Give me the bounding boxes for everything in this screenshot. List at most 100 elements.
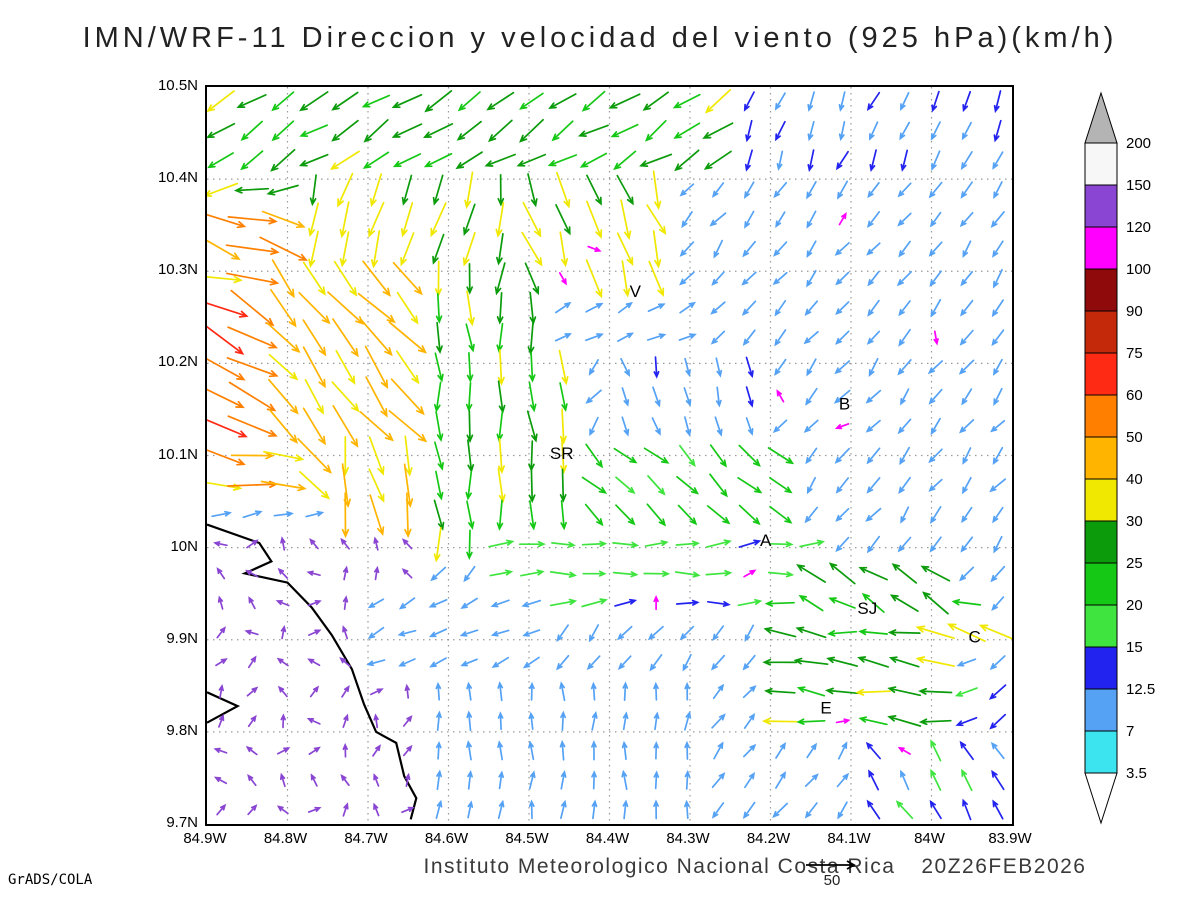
wind-arrow [341, 685, 350, 698]
wind-arrow [675, 599, 700, 606]
wind-arrow [959, 329, 974, 346]
wind-arrow [436, 321, 443, 355]
wind-arrow [559, 468, 567, 503]
wind-arrow [308, 202, 320, 238]
wind-arrow [520, 569, 545, 577]
wind-arrow [585, 302, 604, 313]
wind-arrow [339, 657, 351, 668]
wind-arrow [704, 89, 732, 114]
wind-arrow [522, 201, 542, 238]
wind-arrow [684, 416, 692, 437]
x-axis-tick-label: 84.5W [505, 830, 549, 847]
wind-arrow [527, 320, 535, 356]
wind-arrow [610, 123, 639, 138]
wind-arrow [899, 121, 911, 141]
wind-arrow [370, 688, 384, 696]
wind-arrow [247, 804, 258, 816]
wind-arrow [466, 681, 473, 701]
wind-arrow [713, 741, 724, 760]
wind-arrow [928, 388, 943, 405]
wind-arrow [806, 210, 817, 229]
wind-arrow [560, 499, 567, 531]
wind-arrow [559, 231, 569, 268]
wind-arrow [395, 350, 420, 385]
wind-arrow [497, 681, 504, 702]
wind-arrow [826, 630, 858, 637]
wind-arrow [489, 569, 514, 577]
wind-arrow [529, 291, 537, 326]
wind-arrow [705, 569, 733, 577]
y-axis-tick-label: 10.5N [157, 77, 198, 94]
wind-arrow [621, 740, 628, 760]
wind-arrow [302, 407, 326, 446]
wind-arrow [900, 506, 910, 524]
wind-arrow [308, 746, 321, 755]
wind-arrow [622, 711, 629, 731]
wind-arrow [743, 91, 755, 112]
wind-arrow [615, 504, 636, 526]
wind-arrow [559, 739, 566, 761]
wind-arrow [929, 506, 942, 524]
wind-arrow [401, 538, 413, 550]
wind-arrow [494, 262, 506, 296]
wind-arrow [891, 563, 918, 584]
wind-arrow [956, 658, 977, 667]
wind-arrow [302, 319, 327, 357]
wind-vectors [207, 89, 1012, 821]
wind-arrow [896, 270, 913, 287]
wind-arrow [397, 629, 417, 637]
wind-arrow [900, 92, 910, 112]
wind-arrow [430, 566, 447, 582]
wind-arrow [369, 173, 383, 208]
wind-arrow [991, 769, 1005, 791]
wind-arrow [678, 333, 697, 341]
wind-arrow [714, 416, 723, 437]
wind-arrow [772, 271, 788, 286]
y-axis-tick-label: 10.1N [157, 445, 198, 463]
wind-arrow [928, 181, 943, 199]
wind-arrow [617, 301, 633, 314]
wind-arrow [679, 183, 695, 197]
wind-arrow [653, 356, 660, 379]
wind-arrow [391, 93, 423, 109]
wind-arrow [207, 358, 246, 381]
wind-arrow [225, 244, 280, 256]
wind-arrow [955, 716, 978, 727]
wind-arrow [865, 507, 882, 522]
wind-arrow [796, 686, 826, 697]
wind-arrow [715, 386, 722, 408]
wind-arrow [277, 567, 289, 579]
wind-arrow [211, 510, 232, 518]
wind-arrow [309, 685, 320, 698]
wind-arrow [528, 381, 537, 413]
wind-arrow [217, 595, 224, 610]
wind-arrow [586, 655, 601, 671]
x-axis-tick-label: 84.1W [827, 830, 871, 847]
wind-arrow [584, 503, 604, 527]
wind-arrow [742, 654, 756, 671]
wind-arrow [390, 378, 425, 416]
colorbar-tick-label: 50 [1126, 429, 1143, 446]
wind-arrow [615, 476, 636, 495]
wind-arrow [837, 801, 848, 820]
wind-arrow [280, 624, 287, 640]
colorbar: 200 150 120 100 90 75 60 50 40 30 25 20 15 12.5 7 3.5 [1077, 85, 1199, 837]
wind-arrow [616, 232, 634, 267]
wind-arrow [246, 539, 259, 549]
wind-arrow [684, 357, 691, 378]
wind-arrow [308, 230, 319, 269]
wind-arrow [930, 739, 942, 762]
wind-arrow [207, 449, 246, 466]
wind-arrow [888, 656, 920, 668]
wind-arrow [745, 386, 754, 408]
wind-arrow [646, 333, 667, 341]
y-axis-tick-label: 10N [170, 537, 198, 555]
wind-arrow [369, 494, 385, 536]
wind-arrow [230, 289, 275, 327]
footer-caption: Instituto Meteorologico Nacional Costa R… [320, 855, 1190, 879]
wind-arrow [339, 231, 350, 268]
wind-arrow [373, 773, 380, 787]
wind-arrow [684, 740, 690, 760]
wind-arrow [496, 233, 504, 266]
wind-arrow [207, 302, 249, 318]
